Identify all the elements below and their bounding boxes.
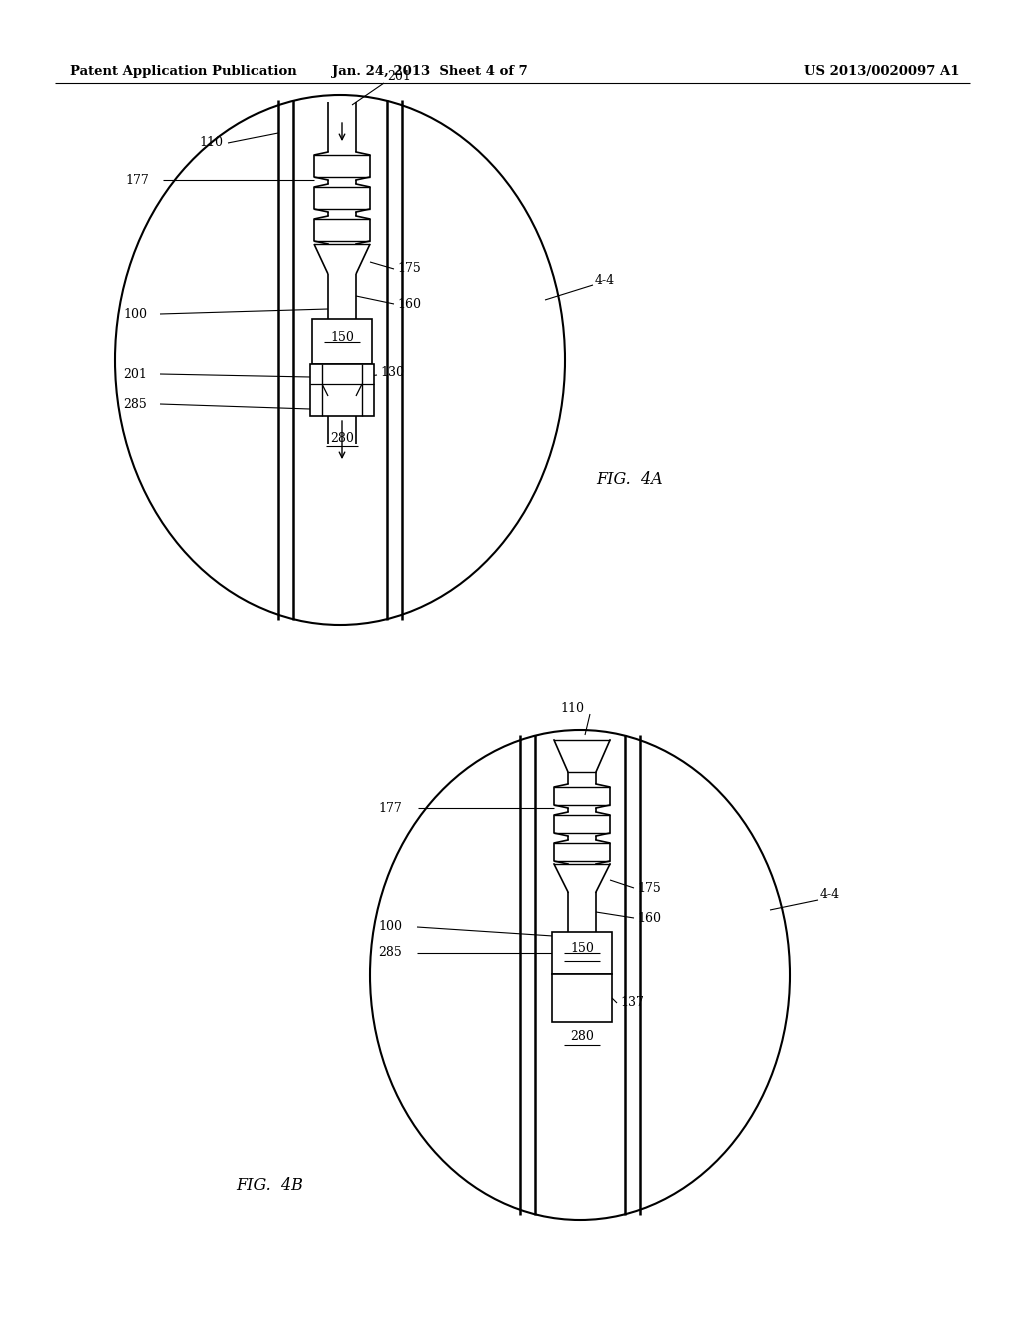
- Text: 177: 177: [125, 173, 148, 186]
- Text: 201: 201: [123, 367, 146, 380]
- Ellipse shape: [370, 730, 790, 1220]
- Text: 177: 177: [378, 801, 401, 814]
- Text: 280: 280: [570, 1031, 594, 1044]
- Text: 137: 137: [620, 997, 644, 1010]
- Text: 100: 100: [123, 308, 147, 321]
- Text: 100: 100: [378, 920, 402, 933]
- Text: Jan. 24, 2013  Sheet 4 of 7: Jan. 24, 2013 Sheet 4 of 7: [332, 66, 528, 78]
- Text: 150: 150: [330, 331, 354, 345]
- Text: 4-4: 4-4: [820, 888, 840, 902]
- Text: 285: 285: [123, 397, 146, 411]
- Text: 175: 175: [397, 263, 421, 276]
- Bar: [310, 364, 374, 416]
- Text: FIG.  4A: FIG. 4A: [597, 471, 664, 488]
- Text: 160: 160: [397, 297, 421, 310]
- Ellipse shape: [115, 95, 565, 624]
- Text: 280: 280: [330, 432, 354, 445]
- Text: 285: 285: [378, 946, 401, 960]
- Text: 175: 175: [637, 882, 660, 895]
- Bar: [312, 319, 372, 364]
- Bar: [552, 932, 612, 974]
- Text: 4-4: 4-4: [595, 273, 615, 286]
- Bar: [552, 974, 612, 1022]
- Text: 160: 160: [637, 912, 662, 924]
- Text: 110: 110: [560, 701, 584, 714]
- Text: US 2013/0020097 A1: US 2013/0020097 A1: [805, 66, 961, 78]
- Text: Patent Application Publication: Patent Application Publication: [70, 66, 297, 78]
- Text: 150: 150: [570, 942, 594, 956]
- Text: 201: 201: [387, 70, 411, 83]
- Text: FIG.  4B: FIG. 4B: [237, 1176, 303, 1193]
- Text: 130: 130: [380, 366, 404, 379]
- Text: 110: 110: [199, 136, 223, 149]
